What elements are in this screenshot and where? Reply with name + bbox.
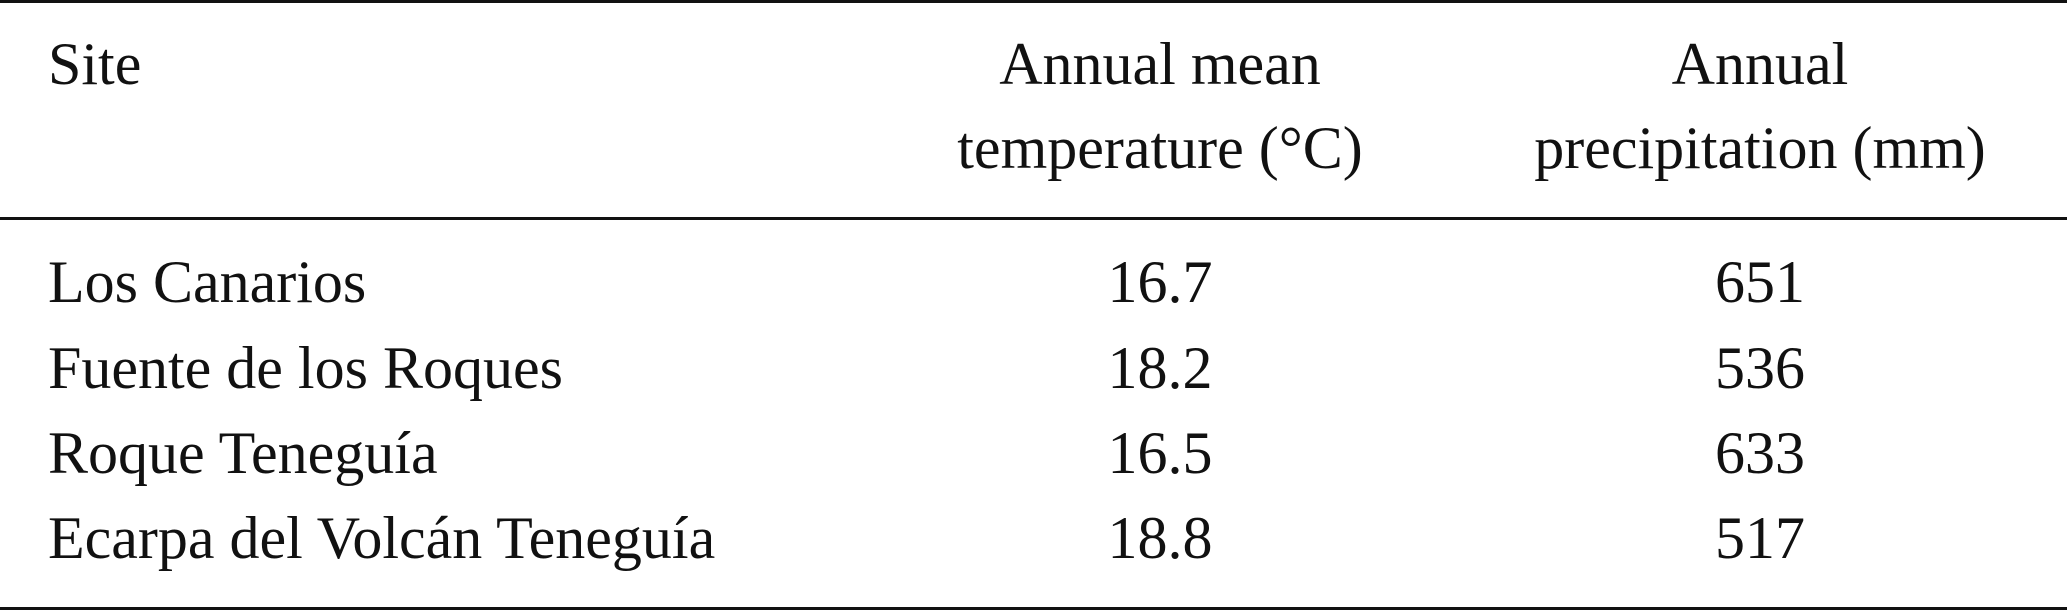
row-site: Fuente de los Roques [48,335,563,401]
header-temperature-line2: temperature (°C) [957,115,1363,181]
table-row: Fuente de los Roques 18.2 536 [0,326,2067,412]
top-rule [0,0,2067,3]
header-precipitation-line2: precipitation (mm) [1534,115,1986,181]
header-precipitation: Annual precipitation (mm) [1470,22,2050,190]
header-rule [0,217,2067,220]
row-temperature: 18.8 [1107,505,1213,571]
row-precipitation: 536 [1715,335,1805,401]
row-temperature: 16.7 [1107,249,1213,315]
bottom-rule [0,607,2067,610]
header-temperature-line1: Annual mean [999,31,1321,97]
table-row: Roque Teneguía 16.5 633 [0,411,2067,497]
row-site: Roque Teneguía [48,420,438,486]
row-precipitation: 633 [1715,420,1805,486]
row-site: Los Canarios [48,249,367,315]
row-temperature: 18.2 [1107,335,1213,401]
header-site: Site [48,31,142,97]
table-row: Los Canarios 16.7 651 [0,240,2067,326]
table-row: Ecarpa del Volcán Teneguía 18.8 517 [0,496,2067,582]
row-site: Ecarpa del Volcán Teneguía [48,505,716,571]
row-temperature: 16.5 [1107,420,1213,486]
row-precipitation: 517 [1715,505,1805,571]
header-precipitation-line1: Annual [1671,31,1849,97]
row-precipitation: 651 [1715,249,1805,315]
header-temperature: Annual mean temperature (°C) [900,22,1420,190]
